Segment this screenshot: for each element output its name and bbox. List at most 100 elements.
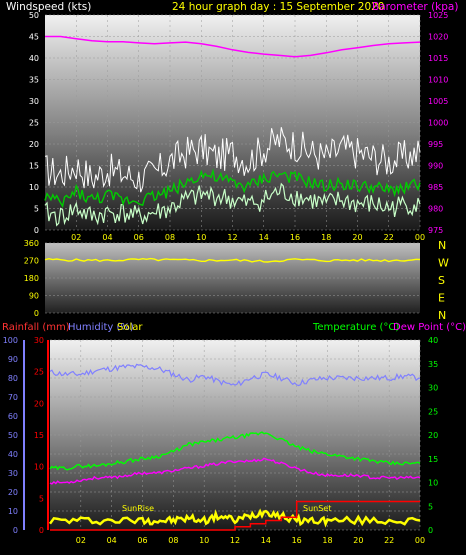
climate-x-tick-label: 16: [292, 536, 302, 545]
humidity-tick-label: 90: [8, 355, 18, 364]
wind-x-tick-label: 08: [165, 233, 175, 242]
chart-date-title: 24 hour graph day : 15 September 2020: [172, 1, 384, 13]
climate-x-tick-label: 14: [261, 536, 271, 545]
climate-x-tick-label: 12: [230, 536, 240, 545]
direction-tick-label: 360: [24, 239, 39, 248]
wind-gust-line: [44, 127, 421, 193]
barometer-tick-label: 990: [428, 162, 443, 171]
dewpoint-line: [49, 457, 421, 485]
rainfall-tick-label: 20: [34, 399, 44, 408]
wind-tick-label: 35: [29, 76, 39, 85]
barometer-tick-label: 995: [428, 140, 443, 149]
temperature-tick-label: 5: [428, 502, 433, 511]
humidity-tick-label: 10: [8, 507, 18, 516]
compass-label: N: [438, 239, 446, 252]
wind-tick-label: 45: [29, 33, 39, 42]
solar-line: [48, 508, 421, 528]
temperature-title: Temperature (°C): [312, 322, 399, 333]
rainfall-line: [50, 500, 420, 531]
wind-average-line: [44, 168, 421, 209]
rainfall-tick-label: 30: [34, 336, 44, 345]
wind-tick-label: 50: [29, 11, 39, 20]
barometer-tick-label: 1000: [428, 119, 448, 128]
wind-x-tick-label: 20: [352, 233, 362, 242]
humidity-title: Humidity (%): [68, 322, 134, 333]
direction-tick-label: 90: [29, 292, 39, 301]
rainfall-title: Rainfall (mm): [2, 322, 70, 333]
humidity-tick-label: 60: [8, 412, 18, 421]
wind-tick-label: 30: [29, 97, 39, 106]
climate-x-tick-label: 10: [199, 536, 209, 545]
rainfall-tick-label: 10: [34, 463, 44, 472]
barometer-title: Barometer (kpa): [372, 1, 458, 13]
rainfall-tick-label: 25: [34, 368, 44, 377]
direction-tick-label: 0: [34, 309, 39, 318]
wind-x-tick-label: 10: [196, 233, 206, 242]
humidity-tick-label: 80: [8, 374, 18, 383]
wind-x-tick-label: 16: [290, 233, 300, 242]
wind-tick-label: 20: [29, 140, 39, 149]
temperature-tick-label: 25: [428, 407, 438, 416]
barometer-tick-label: 980: [428, 205, 443, 214]
wind-x-tick-label: 14: [259, 233, 269, 242]
humidity-tick-label: 50: [8, 431, 18, 440]
climate-x-tick-label: 22: [384, 536, 394, 545]
wind-x-tick-label: 18: [321, 233, 331, 242]
direction-tick-label: 180: [24, 274, 39, 283]
dewpoint-title: Dew Point (°C): [393, 322, 466, 333]
wind-title: Windspeed (kts): [6, 1, 91, 13]
climate-x-tick-label: 02: [76, 536, 86, 545]
rainfall-tick-label: 5: [39, 494, 44, 503]
wind-tick-label: 10: [29, 183, 39, 192]
barometer-tick-label: 1020: [428, 33, 448, 42]
wind-tick-label: 40: [29, 54, 39, 63]
climate-x-tick-label: 00: [415, 536, 425, 545]
barometer-tick-label: 1025: [428, 11, 448, 20]
wind-tick-label: 25: [29, 119, 39, 128]
wind-x-tick-label: 12: [227, 233, 237, 242]
humidity-tick-label: 70: [8, 393, 18, 402]
temperature-tick-label: 15: [428, 455, 438, 464]
sunrise-label: SunRise: [122, 504, 154, 513]
sunset-label: SunSet: [303, 504, 331, 513]
barometer-tick-label: 1015: [428, 54, 448, 63]
climate-x-tick-label: 08: [168, 536, 178, 545]
barometer-tick-label: 1005: [428, 97, 448, 106]
barometer-line: [45, 35, 421, 58]
climate-x-tick-label: 06: [137, 536, 147, 545]
humidity-tick-label: 20: [8, 488, 18, 497]
rainfall-tick-label: 15: [34, 431, 44, 440]
wind-x-tick-label: 02: [71, 233, 81, 242]
climate-x-tick-label: 18: [322, 536, 332, 545]
humidity-tick-label: 30: [8, 469, 18, 478]
temperature-tick-label: 40: [428, 336, 438, 345]
compass-label: N: [438, 309, 446, 322]
wind-x-tick-label: 00: [415, 233, 425, 242]
temperature-tick-label: 30: [428, 384, 438, 393]
wind-tick-label: 0: [34, 226, 39, 235]
wind-tick-label: 5: [34, 205, 39, 214]
humidity-tick-label: 40: [8, 450, 18, 459]
wind-x-tick-label: 04: [102, 233, 112, 242]
barometer-tick-label: 1010: [428, 76, 448, 85]
compass-label: E: [438, 292, 445, 305]
climate-x-tick-label: 04: [107, 536, 117, 545]
climate-x-tick-label: 20: [353, 536, 363, 545]
temperature-tick-label: 35: [428, 360, 438, 369]
humidity-line: [49, 363, 421, 387]
wind-direction-line: [44, 257, 421, 263]
temperature-tick-label: 0: [428, 526, 433, 535]
wind-x-tick-label: 22: [384, 233, 394, 242]
humidity-tick-label: 0: [13, 526, 18, 535]
humidity-tick-label: 100: [3, 336, 18, 345]
temperature-line: [49, 431, 421, 471]
rainfall-tick-label: 0: [39, 526, 44, 535]
wind-lull-line: [44, 182, 421, 227]
temperature-tick-label: 10: [428, 479, 438, 488]
temperature-tick-label: 20: [428, 431, 438, 440]
compass-label: W: [438, 257, 449, 270]
barometer-tick-label: 975: [428, 226, 443, 235]
direction-tick-label: 270: [24, 257, 39, 266]
wind-tick-label: 15: [29, 162, 39, 171]
